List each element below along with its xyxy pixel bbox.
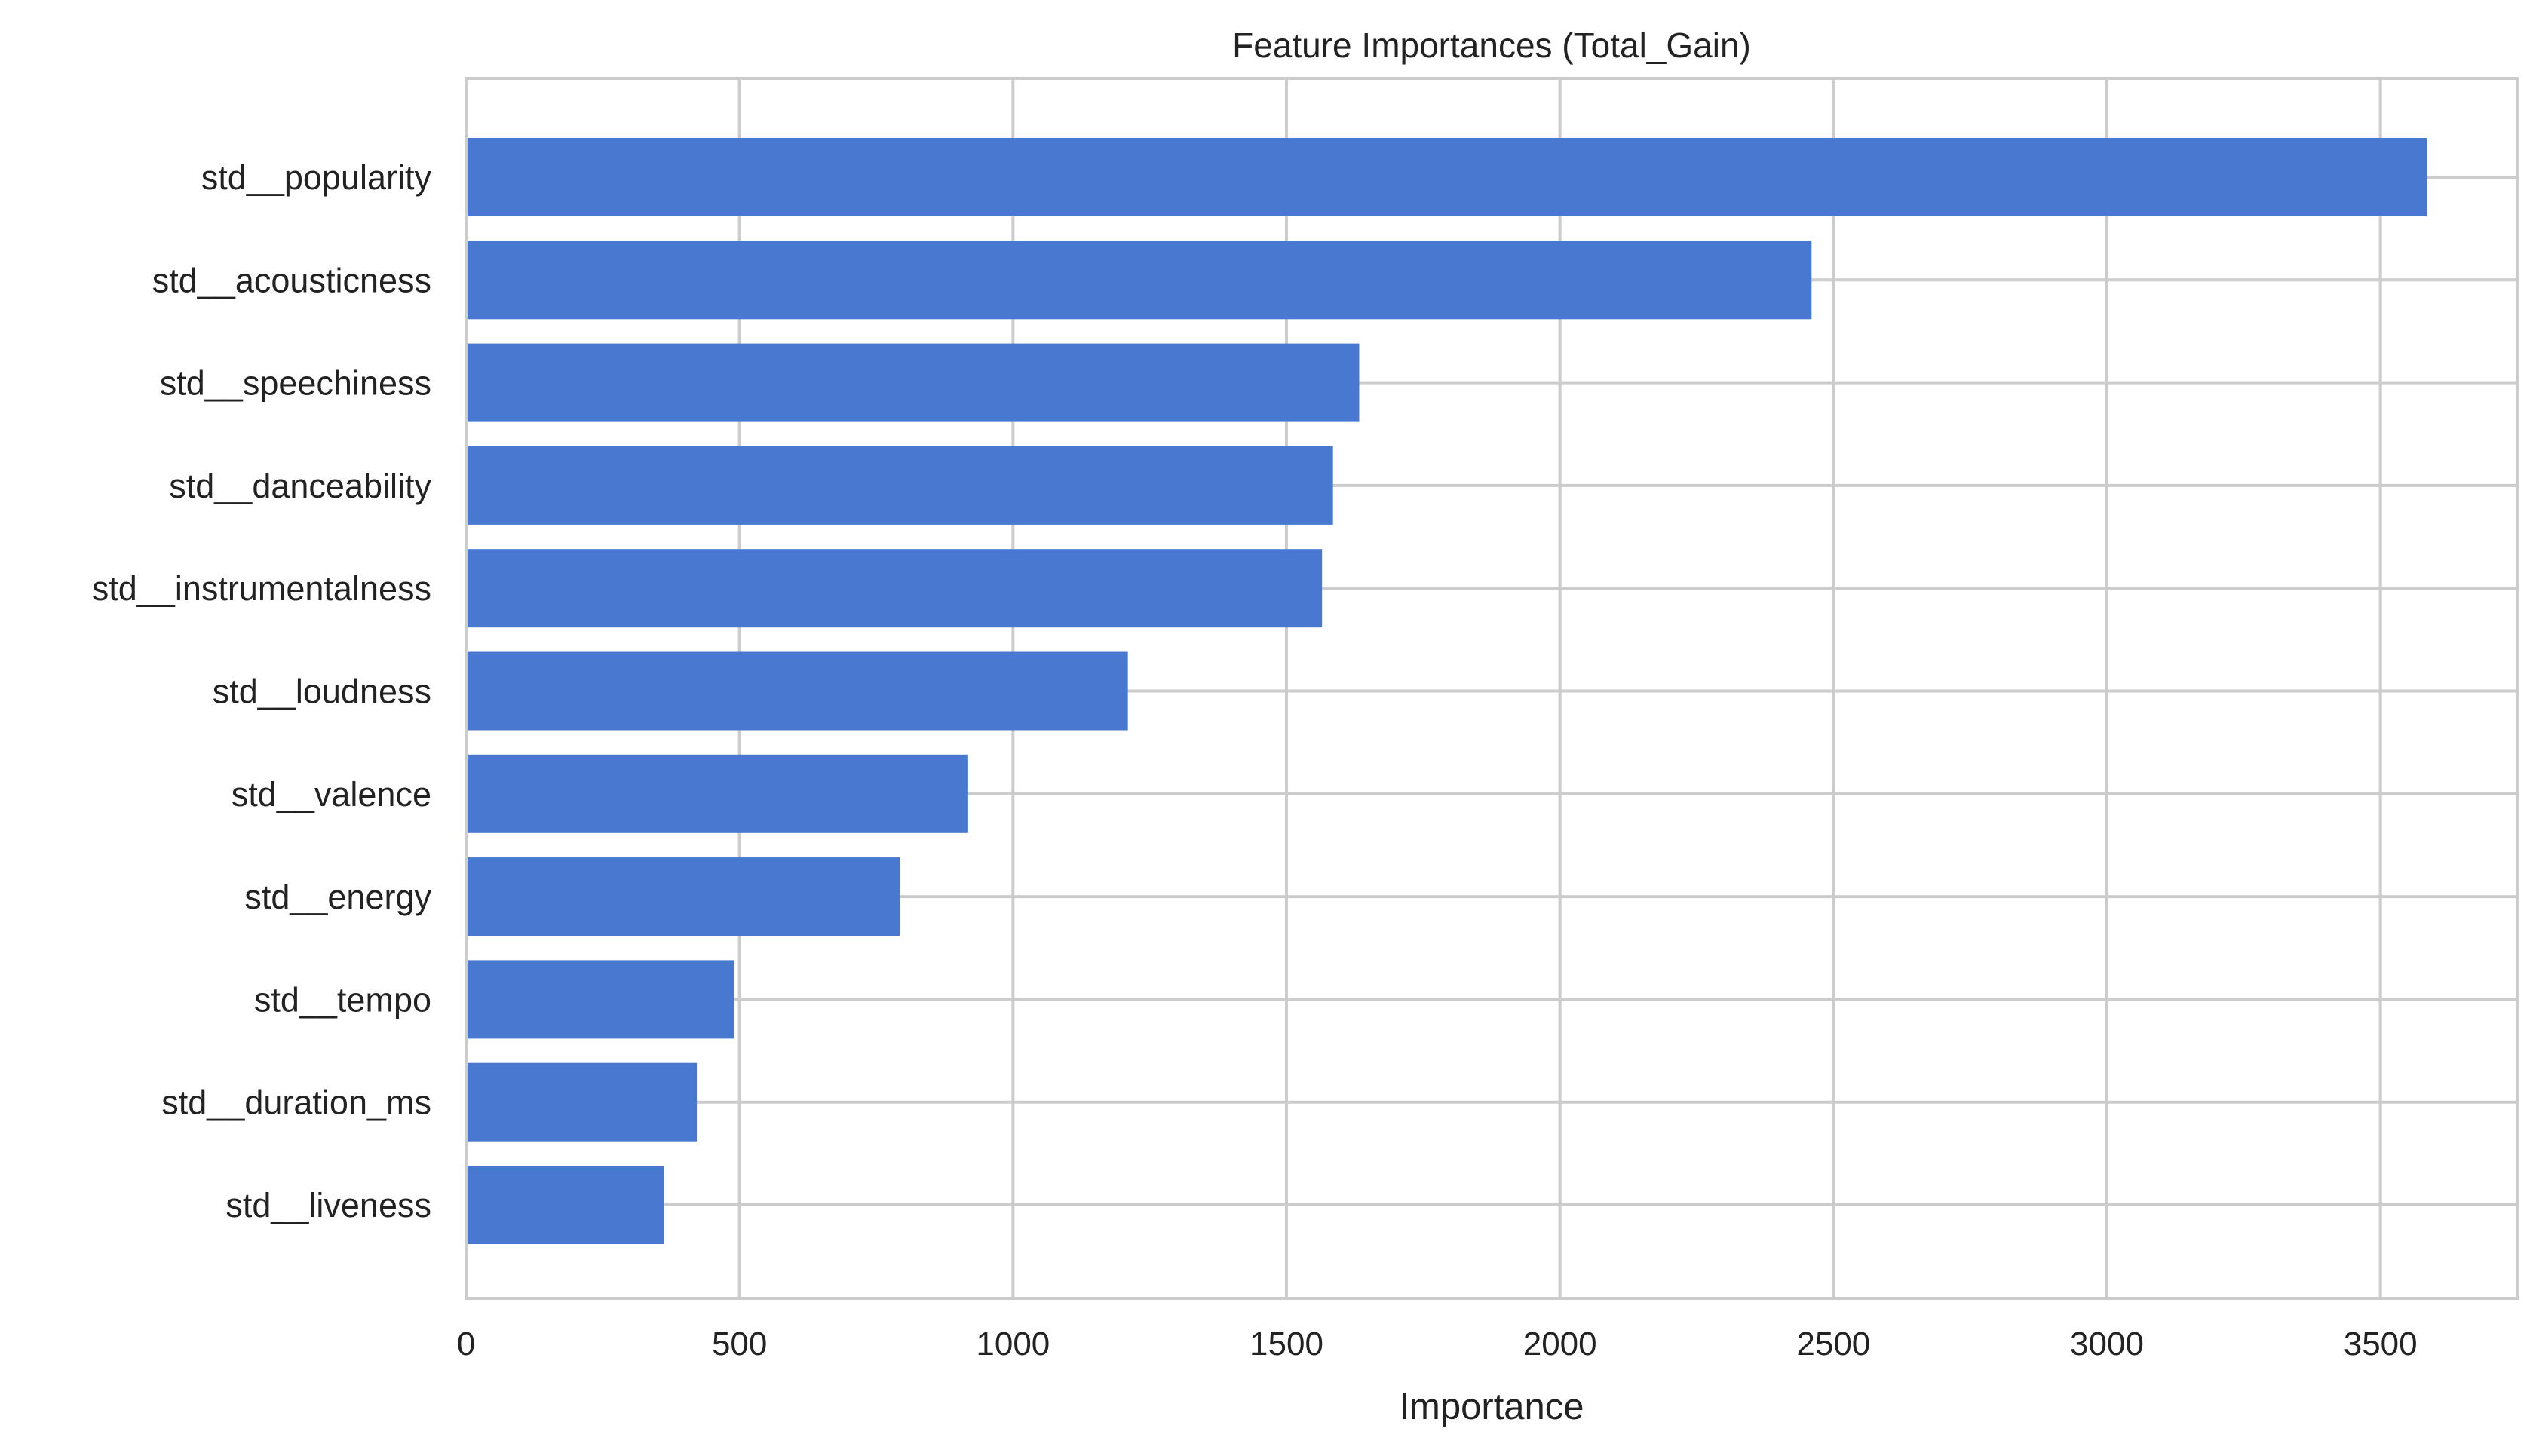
bar-std-speechiness [466,343,1360,422]
x-tick-label: 1000 [976,1326,1050,1363]
x-tick-labels: 0 500 1000 1500 2000 2500 3000 3500 [457,1326,2418,1363]
plot-frame [465,77,2519,1300]
bar-std-tempo [466,960,734,1039]
bar-layer [466,138,2427,1244]
bar-std-danceability [466,446,1333,525]
bar-std-energy [466,857,900,936]
x-tick-label: 0 [457,1326,475,1363]
bar-std-valence [466,754,968,833]
y-tick-label: std__liveness [225,1186,431,1225]
y-tick-label: std__energy [244,878,431,916]
y-tick-label: std__valence [232,775,431,814]
bar-std-liveness [466,1166,664,1244]
y-tick-label: std__acousticness [152,261,431,299]
x-tick-label: 3500 [2344,1326,2418,1363]
x-tick-label: 2000 [1523,1326,1597,1363]
y-tick-label: std__danceability [169,467,431,505]
x-tick-label: 500 [712,1326,767,1363]
y-tick-label: std__loudness [213,673,431,711]
x-tick-label: 3000 [2070,1326,2144,1363]
bar-std-popularity [466,138,2427,216]
y-tick-label: std__duration_ms [161,1084,431,1122]
y-tick-labels: std__popularity std__acousticness std__spe… [92,158,432,1225]
x-axis-label: Importance [1399,1387,1584,1427]
x-tick-label: 1500 [1250,1326,1323,1363]
y-tick-label: std__speechiness [160,364,431,403]
chart-title: Feature Importances (Total_Gain) [1232,26,1751,65]
bar-std-duration-ms [466,1062,698,1142]
y-tick-label: std__popularity [201,158,432,197]
bar-std-acousticness [466,241,1812,320]
bar-std-loudness [466,651,1128,731]
y-tick-label: std__tempo [254,980,431,1019]
x-tick-label: 2500 [1796,1326,1870,1363]
bar-std-instrumentalness [466,549,1323,628]
y-tick-label: std__instrumentalness [92,569,431,608]
